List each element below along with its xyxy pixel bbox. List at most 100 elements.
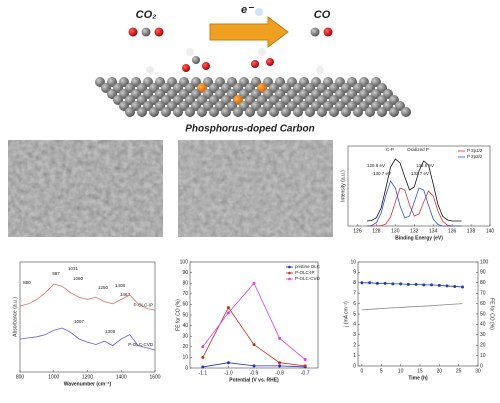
- co-molecule: [310, 27, 333, 37]
- y2-tick-label: 60: [480, 301, 486, 307]
- carbon-atom: [257, 107, 267, 117]
- x-tick-label: -0.7: [301, 370, 310, 376]
- carbon-atom: [269, 107, 279, 117]
- series-line: [19, 327, 156, 351]
- y-tick-label: 6: [353, 301, 356, 307]
- y-tick-label: 50: [182, 312, 188, 318]
- y-axis-label: Absorbance (a.u.): [12, 297, 18, 337]
- y-axis-label: Intensity (a.u.): [340, 170, 346, 202]
- marker: [368, 281, 372, 285]
- carbon-atom: [161, 107, 171, 117]
- y2-tick-label: 20: [480, 343, 486, 349]
- y-tick-label: 90: [182, 270, 188, 276]
- carbon-atom: [245, 107, 255, 117]
- x-tick-label: 800: [16, 374, 25, 380]
- reactant-label: CO₂: [136, 9, 157, 21]
- marker: [201, 365, 205, 369]
- carbon-atom: [329, 107, 339, 117]
- y2-tick-label: 0: [480, 363, 483, 369]
- carbon-atom: [185, 107, 195, 117]
- y-tick-label: 70: [182, 291, 188, 297]
- x-tick-label: 136: [448, 228, 457, 234]
- y-tick-label: 0: [353, 363, 356, 369]
- x-tick-label: -1.0: [224, 370, 233, 376]
- marker: [278, 361, 282, 365]
- marker: [201, 355, 205, 359]
- marker: [252, 343, 256, 347]
- adsorbate-atom: [251, 60, 259, 68]
- marker: [430, 283, 434, 287]
- marker: [414, 282, 418, 286]
- plot-frame: [19, 261, 156, 373]
- adsorbate-atom: [146, 66, 154, 74]
- y2-tick-label: 10: [480, 353, 486, 359]
- series-line: [366, 158, 462, 222]
- x-tick-label: -0.9: [250, 370, 259, 376]
- annotation: 1060: [73, 276, 84, 281]
- annotation: 1097: [74, 319, 85, 324]
- y2-tick-label: 50: [480, 311, 486, 317]
- legend-label: P 2p3/2: [467, 154, 483, 159]
- tem-texture: [178, 140, 333, 237]
- marker: [252, 364, 256, 368]
- marker: [399, 282, 403, 286]
- marker: [453, 284, 457, 288]
- y-tick-label: 30: [182, 334, 188, 340]
- marker: [226, 311, 230, 315]
- adsorbate-atom: [316, 66, 324, 74]
- y2-tick-label: 40: [480, 322, 486, 328]
- x-tick-label: 15: [417, 368, 423, 374]
- y-axis-label: j (mA cm⁻²): [343, 301, 349, 328]
- marker: [201, 345, 205, 349]
- marker: [422, 283, 426, 287]
- annotation: 130.7 eV: [373, 171, 391, 176]
- marker: [360, 281, 364, 285]
- y2-tick-label: 80: [480, 280, 486, 286]
- x-tick-label: 0: [360, 368, 363, 374]
- x-tick-label: 134: [429, 228, 438, 234]
- marker: [252, 281, 256, 285]
- y-tick-label: 2: [353, 343, 356, 349]
- carbon-atom: [149, 107, 159, 117]
- adsorbate-atom: [266, 58, 274, 66]
- carbon-atom: [377, 107, 387, 117]
- marker: [226, 361, 230, 365]
- carbon-atom: [173, 107, 183, 117]
- y-tick-label: 9: [353, 270, 356, 276]
- marker: [226, 306, 230, 310]
- caption: Phosphorus-doped Carbon: [185, 124, 314, 135]
- y-tick-label: 10: [182, 355, 188, 361]
- adsorbate-atom: [202, 62, 210, 70]
- carbon-atom: [293, 107, 303, 117]
- tem-texture: [8, 140, 163, 237]
- annotation: 132.7 eV: [411, 171, 429, 176]
- carbon-atom: [353, 107, 363, 117]
- x-tick-label: 140: [486, 228, 495, 234]
- y2-axis-label: FE for CO (%): [489, 298, 495, 330]
- y-tick-label: 4: [353, 322, 356, 328]
- annotation: 1031: [68, 266, 79, 271]
- x-tick-label: 1600: [149, 374, 160, 380]
- y-tick-label: 60: [182, 302, 188, 308]
- x-tick-label: 132: [410, 228, 419, 234]
- y-tick-label: 8: [353, 280, 356, 286]
- x-tick-label: 128: [372, 228, 381, 234]
- y2-tick-label: 30: [480, 332, 486, 338]
- y-tick-label: 10: [350, 259, 356, 265]
- series-line: [202, 282, 306, 360]
- co2-molecule: [128, 27, 164, 37]
- electron: [255, 8, 263, 16]
- y-tick-label: 20: [182, 344, 188, 350]
- legend-label: P-OLC-IP: [295, 270, 315, 275]
- x-axis-label: Potential (V vs. RHE): [229, 377, 279, 383]
- x-tick-label: 1200: [82, 374, 93, 380]
- arrow: [209, 16, 289, 48]
- y2-tick-label: 100: [480, 259, 489, 265]
- plot-frame: [357, 261, 479, 367]
- series-line: [366, 187, 462, 227]
- annotation: 1463: [120, 292, 131, 297]
- carbon-atom: [197, 107, 207, 117]
- annotation: 129.6 eV: [367, 163, 385, 168]
- y-tick-label: 7: [353, 291, 356, 297]
